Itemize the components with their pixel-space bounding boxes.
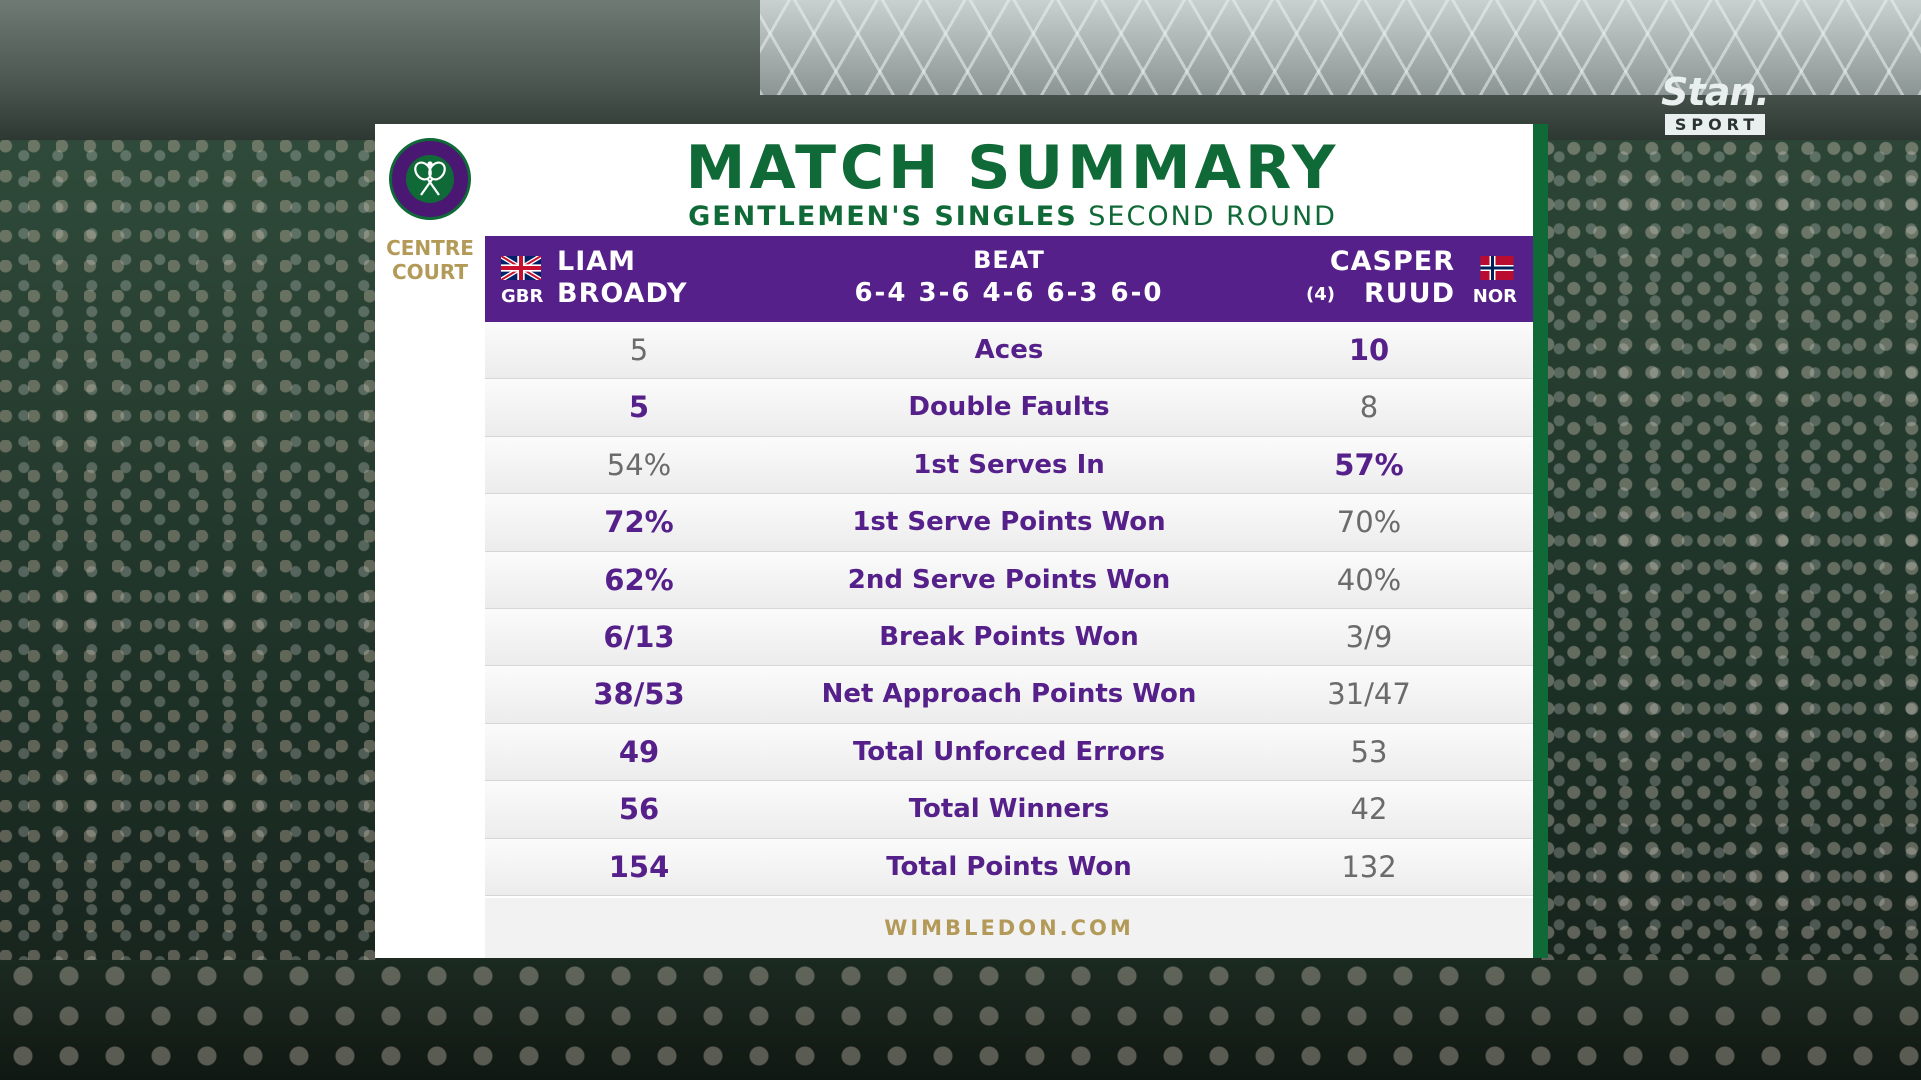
card-green-border bbox=[1533, 124, 1548, 958]
card-side-column: CENTRE COURT bbox=[375, 124, 485, 958]
nor-flag-icon bbox=[1480, 256, 1514, 280]
stat-label: 2nd Serve Points Won bbox=[847, 564, 1171, 595]
player1-stat-value: 49 bbox=[618, 734, 660, 769]
match-score: 6-4 3-6 4-6 6-3 6-0 bbox=[854, 278, 1164, 308]
player2-stat-value: 53 bbox=[1350, 734, 1388, 769]
stat-label: Aces bbox=[974, 335, 1044, 365]
stat-row: 5 Double Faults 8 bbox=[485, 379, 1533, 437]
roof-truss bbox=[760, 0, 1921, 95]
player1-first-name: LIAM bbox=[557, 246, 637, 277]
stat-row: 54% 1st Serves In 57% bbox=[485, 436, 1533, 495]
player1-country: GBR bbox=[501, 286, 544, 307]
stat-label: Double Faults bbox=[908, 392, 1110, 423]
wimbledon-logo bbox=[389, 138, 471, 220]
broadcaster-logo: Stan. SPORT bbox=[1650, 72, 1780, 135]
player2-stat-value: 42 bbox=[1350, 792, 1388, 827]
player1-stat-value: 72% bbox=[604, 505, 674, 540]
players-header: GBR LIAM BROADY BEAT 6-4 3-6 4-6 6-3 6-0… bbox=[485, 236, 1533, 322]
stat-row: 49 Total Unforced Errors 53 bbox=[485, 723, 1533, 782]
broadcaster-name: Stan. bbox=[1661, 70, 1770, 114]
player1-stat-value: 54% bbox=[606, 447, 672, 482]
stat-row: 72% 1st Serve Points Won 70% bbox=[485, 494, 1533, 552]
event-name: GENTLEMEN'S SINGLES bbox=[688, 201, 1078, 232]
stats-table: 5 Aces 10 5 Double Faults 8 54% 1st Serves In 57… bbox=[485, 322, 1533, 896]
player1-stat-value: 6/13 bbox=[603, 619, 675, 654]
gbr-flag-icon bbox=[501, 256, 541, 280]
player2-last-name: RUUD bbox=[1363, 278, 1455, 309]
stands-bottom bbox=[0, 960, 1921, 1080]
stat-label: 1st Serves In bbox=[913, 449, 1105, 480]
logo-center bbox=[406, 155, 454, 203]
stat-row: 38/53 Net Approach Points Won 31/47 bbox=[485, 666, 1533, 724]
player2-first-name: CASPER bbox=[1329, 246, 1455, 277]
player1-stat-value: 5 bbox=[629, 333, 649, 367]
court-label: CENTRE COURT bbox=[375, 236, 485, 284]
court-label-line1: CENTRE bbox=[386, 236, 474, 260]
player2-stat-value: 132 bbox=[1341, 849, 1397, 884]
player2-stat-value: 40% bbox=[1336, 562, 1402, 597]
stat-label: Total Winners bbox=[908, 794, 1110, 825]
stands-right bbox=[1540, 140, 1921, 1080]
page-title: MATCH SUMMARY bbox=[685, 133, 1340, 203]
stat-label: 1st Serve Points Won bbox=[852, 507, 1166, 538]
stat-label: Total Unforced Errors bbox=[853, 736, 1165, 767]
stat-row: 62% 2nd Serve Points Won 40% bbox=[485, 551, 1533, 609]
stands-left bbox=[0, 140, 380, 1080]
player1-stat-value: 38/53 bbox=[593, 677, 685, 712]
stat-label: Break Points Won bbox=[879, 621, 1139, 652]
crossed-rackets-icon bbox=[414, 161, 446, 196]
player1-stat-value: 154 bbox=[608, 849, 670, 884]
player1-stat-value: 56 bbox=[618, 792, 660, 827]
player1-last-name: BROADY bbox=[557, 278, 688, 309]
player1-stat-value: 5 bbox=[628, 390, 650, 425]
player2-stat-value: 8 bbox=[1359, 390, 1379, 425]
player2-stat-value: 70% bbox=[1336, 505, 1402, 540]
stat-label: Total Points Won bbox=[886, 851, 1132, 882]
player2-stat-value: 10 bbox=[1348, 333, 1390, 367]
stat-row: 5 Aces 10 bbox=[485, 322, 1533, 380]
result-label: BEAT bbox=[973, 246, 1045, 274]
player2-stat-value: 3/9 bbox=[1345, 619, 1393, 654]
player2-seed: (4) bbox=[1306, 284, 1335, 305]
event-subtitle: GENTLEMEN'S SINGLES SECOND ROUND bbox=[485, 200, 1540, 234]
broadcaster-sub: SPORT bbox=[1664, 114, 1766, 135]
match-summary-card: CENTRE COURT MATCH SUMMARY GENTLEMEN'S S… bbox=[375, 124, 1540, 958]
stat-row: 154 Total Points Won 132 bbox=[485, 838, 1533, 896]
court-label-line2: COURT bbox=[391, 260, 469, 284]
event-round: SECOND ROUND bbox=[1088, 201, 1337, 232]
player2-country: NOR bbox=[1472, 286, 1517, 307]
footer-website: WIMBLEDON.COM bbox=[485, 898, 1533, 958]
stat-row: 56 Total Winners 42 bbox=[485, 781, 1533, 839]
player2-stat-value: 31/47 bbox=[1327, 677, 1411, 712]
stat-row: 6/13 Break Points Won 3/9 bbox=[485, 608, 1533, 667]
player1-stat-value: 62% bbox=[604, 562, 674, 597]
stat-label: Net Approach Points Won bbox=[821, 679, 1197, 710]
player2-stat-value: 57% bbox=[1334, 447, 1404, 482]
